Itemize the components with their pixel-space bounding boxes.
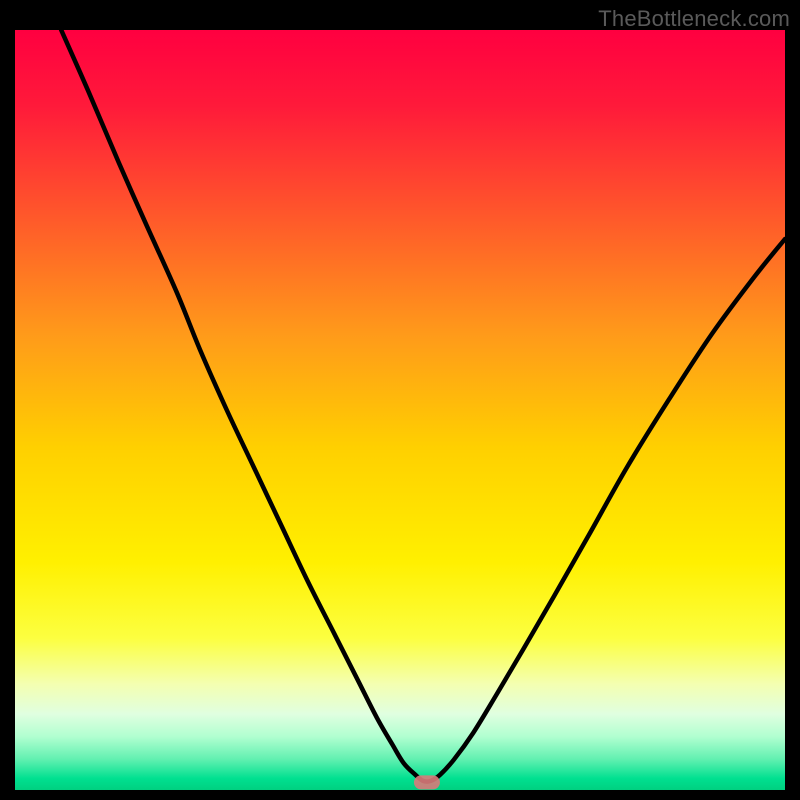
watermark-text: TheBottleneck.com	[598, 6, 790, 32]
bottleneck-plot	[15, 30, 785, 790]
chart-frame: TheBottleneck.com	[0, 0, 800, 800]
gradient-background	[15, 30, 785, 790]
minimum-marker	[414, 775, 440, 789]
